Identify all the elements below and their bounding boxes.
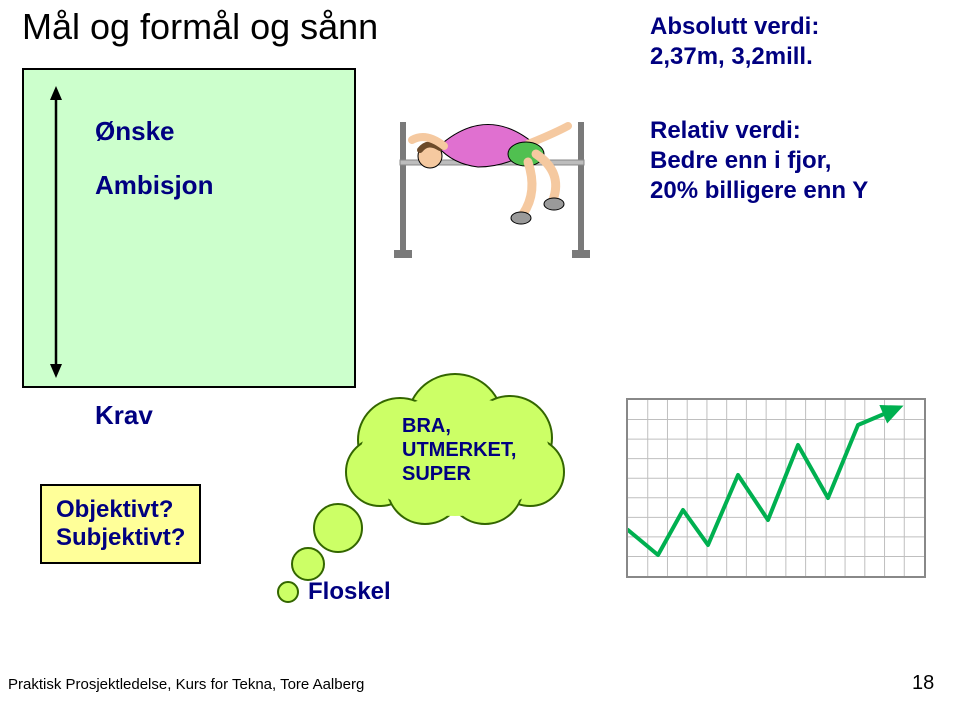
footer-text: Praktisk Prosjektledelse, Kurs for Tekna… — [8, 676, 364, 693]
label-onske: Ønske — [95, 116, 175, 147]
objektivt-line1: Objektivt? — [56, 496, 185, 524]
cloud-line3: SUPER — [402, 462, 516, 486]
page-number: 18 — [912, 672, 934, 695]
floskel-label: Floskel — [308, 578, 391, 606]
vertical-arrow-icon — [46, 86, 66, 378]
relativ-line3: 20% billigere enn Y — [650, 176, 868, 206]
cloud-line1: BRA, — [402, 414, 516, 438]
chart-panel — [626, 398, 926, 578]
label-krav: Krav — [95, 400, 153, 431]
relativ-line2: Bedre enn i fjor, — [650, 146, 868, 176]
slide-title: Mål og formål og sånn — [22, 6, 378, 48]
chart-svg — [628, 400, 924, 576]
relativ-verdi: Relativ verdi: Bedre enn i fjor, 20% bil… — [650, 116, 868, 206]
objektivt-line2: Subjektivt? — [56, 524, 185, 552]
green-panel — [22, 68, 356, 388]
absolutt-line2: 2,37m, 3,2mill. — [650, 42, 819, 72]
highjump-illustration — [378, 92, 608, 262]
absolutt-verdi: Absolutt verdi: 2,37m, 3,2mill. — [650, 12, 819, 72]
label-ambisjon: Ambisjon — [95, 170, 213, 201]
objektivt-box: Objektivt? Subjektivt? — [40, 484, 201, 564]
relativ-line1: Relativ verdi: — [650, 116, 868, 146]
cloud-line2: UTMERKET, — [402, 438, 516, 462]
absolutt-line1: Absolutt verdi: — [650, 12, 819, 42]
slide: { "title": "Mål og formål og sånn", "tit… — [0, 0, 960, 702]
cloud-text: BRA, UTMERKET, SUPER — [402, 414, 516, 486]
